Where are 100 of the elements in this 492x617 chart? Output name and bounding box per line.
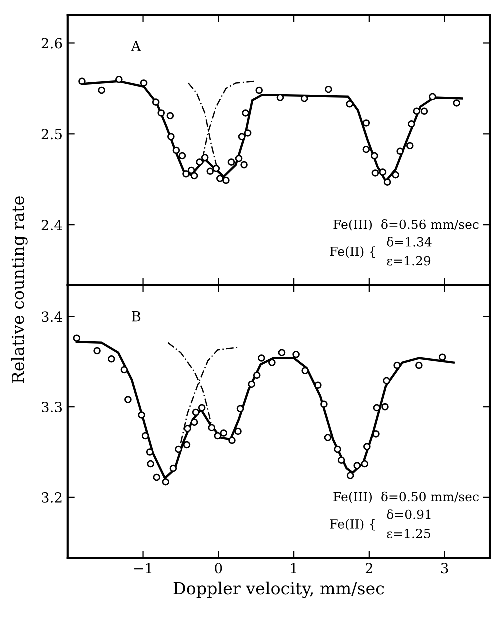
- point: [292, 351, 300, 358]
- point: [152, 98, 160, 106]
- point: [234, 428, 242, 436]
- point: [188, 166, 196, 174]
- point: [146, 448, 154, 456]
- point: [361, 460, 369, 468]
- point: [258, 354, 266, 362]
- x-tick-label: 0: [215, 563, 222, 574]
- point: [396, 148, 404, 156]
- point: [182, 170, 190, 178]
- point: [372, 170, 380, 177]
- y-tick-label: 3.4: [42, 312, 62, 322]
- point: [416, 362, 423, 370]
- point: [175, 446, 182, 454]
- point: [256, 86, 264, 94]
- annotation: δ=0.91: [387, 510, 431, 520]
- point: [364, 443, 371, 450]
- point: [170, 464, 178, 472]
- point: [168, 133, 175, 141]
- point: [408, 120, 416, 128]
- point: [384, 178, 392, 186]
- point: [208, 424, 216, 432]
- point: [429, 93, 436, 101]
- point: [212, 165, 220, 172]
- point: [394, 362, 401, 370]
- point: [78, 78, 86, 86]
- point: [248, 380, 256, 388]
- point: [438, 354, 446, 361]
- point: [190, 172, 198, 180]
- point: [94, 347, 101, 355]
- y-tick-label: 2.6: [42, 38, 62, 49]
- y-tick-label: 2.5: [42, 129, 62, 140]
- annotation: Fe(II) {: [330, 519, 375, 531]
- point: [166, 112, 174, 120]
- point: [392, 171, 400, 179]
- point: [138, 412, 146, 419]
- point: [371, 152, 378, 160]
- point: [379, 168, 387, 176]
- point: [98, 86, 106, 94]
- point: [153, 474, 160, 482]
- x-tick-label: 2: [366, 563, 372, 574]
- point: [278, 349, 286, 356]
- point: [253, 372, 261, 380]
- point: [325, 86, 332, 94]
- point: [73, 334, 81, 342]
- point: [236, 405, 244, 413]
- point: [142, 432, 150, 440]
- point: [222, 176, 230, 184]
- point: [162, 478, 170, 486]
- point: [228, 158, 236, 166]
- annotation: ε=1.25: [387, 528, 430, 538]
- point: [120, 366, 128, 374]
- point: [147, 460, 154, 468]
- point: [244, 130, 252, 137]
- point: [406, 142, 414, 150]
- point: [198, 404, 206, 412]
- point: [172, 146, 180, 154]
- point: [373, 404, 381, 412]
- point: [206, 168, 214, 176]
- annotation: A: [131, 41, 142, 52]
- point: [124, 396, 132, 404]
- annotation: ε=1.29: [387, 256, 431, 266]
- point: [214, 432, 222, 440]
- point: [320, 400, 328, 408]
- point: [362, 120, 370, 127]
- point: [216, 175, 224, 182]
- point: [196, 158, 204, 166]
- point: [354, 462, 361, 470]
- point: [201, 154, 209, 162]
- point: [372, 430, 380, 438]
- point: [158, 110, 166, 117]
- point: [178, 152, 186, 160]
- point: [242, 110, 250, 117]
- point: [334, 446, 342, 454]
- point: [228, 436, 236, 444]
- point: [276, 94, 284, 102]
- point: [382, 403, 389, 411]
- point: [268, 359, 276, 366]
- point: [346, 472, 354, 480]
- x-tick-label: 3: [441, 563, 448, 574]
- point: [240, 161, 248, 169]
- point: [183, 441, 191, 449]
- annotation: B: [132, 312, 141, 322]
- point: [238, 133, 246, 141]
- point: [108, 356, 116, 363]
- point: [192, 408, 200, 416]
- x-tick-label: 1: [291, 563, 296, 574]
- point: [302, 367, 309, 375]
- point: [190, 418, 198, 426]
- annotation: Fe(III) δ=0.50 mm/sec: [334, 492, 479, 504]
- point: [413, 108, 421, 116]
- annotation: Fe(II) {: [330, 246, 375, 258]
- point: [140, 80, 148, 87]
- point: [314, 382, 322, 390]
- point: [420, 108, 428, 116]
- point: [184, 425, 192, 432]
- annotation: Fe(III) δ=0.56 mm/sec: [334, 220, 479, 232]
- y-axis-title: Relative counting rate: [11, 196, 28, 384]
- point: [362, 146, 370, 154]
- point: [235, 155, 243, 162]
